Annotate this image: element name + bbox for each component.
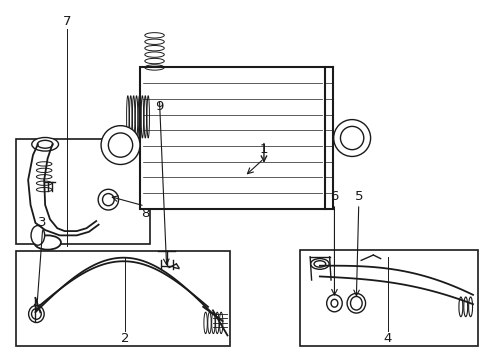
Text: 6: 6 xyxy=(329,190,338,203)
Ellipse shape xyxy=(98,189,118,210)
Text: 7: 7 xyxy=(62,14,71,27)
Ellipse shape xyxy=(313,261,325,267)
Ellipse shape xyxy=(31,309,41,319)
Bar xyxy=(300,249,477,346)
Ellipse shape xyxy=(29,305,44,323)
Bar xyxy=(16,139,149,244)
Text: 4: 4 xyxy=(383,333,391,346)
Ellipse shape xyxy=(31,226,44,245)
Text: 8: 8 xyxy=(141,207,149,220)
Ellipse shape xyxy=(32,138,59,151)
Circle shape xyxy=(340,126,363,150)
Circle shape xyxy=(333,120,370,157)
Ellipse shape xyxy=(310,258,328,269)
Ellipse shape xyxy=(346,293,365,313)
Text: 1: 1 xyxy=(259,143,267,156)
Circle shape xyxy=(108,133,132,157)
Ellipse shape xyxy=(326,295,342,312)
Ellipse shape xyxy=(37,140,53,148)
Text: 2: 2 xyxy=(121,333,129,346)
Text: 5: 5 xyxy=(354,190,362,203)
Ellipse shape xyxy=(34,235,61,249)
Bar xyxy=(16,251,229,346)
Circle shape xyxy=(101,126,140,165)
Ellipse shape xyxy=(330,299,337,307)
Ellipse shape xyxy=(102,194,114,206)
Bar xyxy=(140,67,324,208)
Ellipse shape xyxy=(350,296,362,310)
Text: 9: 9 xyxy=(155,100,163,113)
Text: 3: 3 xyxy=(39,216,47,229)
